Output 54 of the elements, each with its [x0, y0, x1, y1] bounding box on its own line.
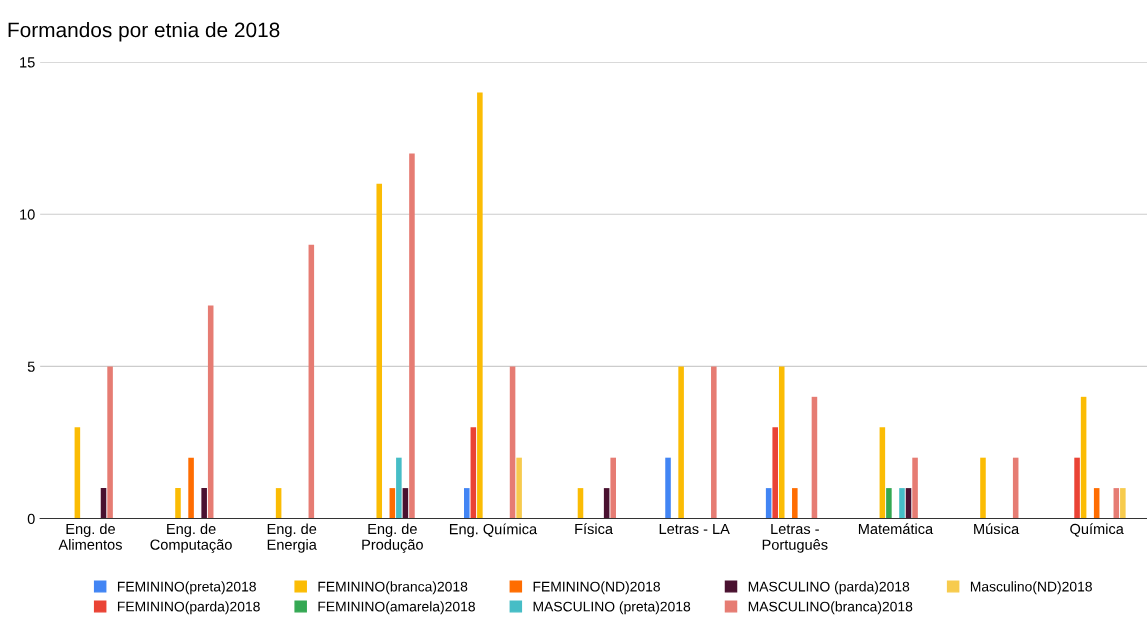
legend-label: FEMININO(amarela)2018 [318, 601, 475, 615]
bar [201, 488, 207, 519]
bar [610, 457, 616, 519]
legend-label: FEMININO(preta)2018 [117, 581, 256, 595]
chart-title: Formandos por etnia de 2018 [8, 22, 280, 42]
bar [711, 366, 717, 519]
bar [376, 183, 383, 519]
bar [409, 153, 415, 519]
y-tick-label: 5 [27, 361, 35, 372]
bar [509, 366, 516, 519]
x-tick-label: Letras - LA [659, 523, 730, 535]
legend-label: FEMININO(parda)2018 [117, 601, 260, 615]
bar [107, 366, 113, 519]
y-tick-label: 10 [20, 209, 35, 220]
x-tick-label: Eng. Química [449, 523, 538, 538]
bar [792, 488, 798, 519]
y-tick-label: 0 [27, 513, 35, 524]
bar [1120, 488, 1126, 519]
y-tick-label: 15 [20, 57, 35, 68]
x-tick-label: Matemática [858, 523, 934, 535]
x-tick-label: Letras - Português [762, 523, 828, 553]
bar [665, 457, 671, 519]
x-tick-label: Eng. de Energia [267, 523, 317, 553]
legend-label: MASCULINO (parda)2018 [748, 581, 910, 595]
bar [470, 427, 477, 519]
legend-label: Masculino(ND)2018 [970, 581, 1092, 595]
bar [516, 457, 522, 519]
bar [74, 427, 81, 519]
x-tick-label: Eng. de Alimentos [58, 523, 122, 550]
legend-label: FEMININO(ND)2018 [533, 581, 660, 595]
x-tick-label: Eng. de Produção [362, 523, 423, 553]
bar [772, 427, 778, 519]
legend-label: FEMININO(branca)2018 [318, 581, 468, 595]
bar [188, 457, 194, 519]
bar [899, 488, 905, 519]
x-tick-label: Eng. de Computação [150, 523, 232, 553]
bar [477, 92, 483, 519]
x-tick-label: Química [1070, 523, 1124, 537]
legend-label: MASCULINO(branca)2018 [748, 601, 913, 615]
bar [778, 366, 785, 519]
bar [175, 488, 181, 519]
bar [308, 244, 315, 519]
bar [912, 457, 918, 519]
bar [879, 427, 886, 519]
x-tick-label: Música [974, 523, 1020, 535]
bar [396, 457, 402, 519]
bar [207, 305, 214, 519]
bar [464, 488, 470, 519]
x-tick-label: Física [575, 523, 614, 535]
bar [886, 488, 892, 519]
bar [678, 366, 684, 519]
bar [1074, 457, 1080, 519]
legend-label: MASCULINO (preta)2018 [533, 601, 691, 615]
bar [980, 457, 986, 519]
